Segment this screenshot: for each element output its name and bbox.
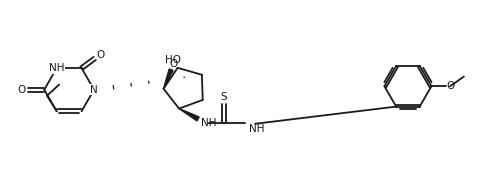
Polygon shape xyxy=(179,108,199,121)
Text: NH: NH xyxy=(49,63,64,73)
Text: HO: HO xyxy=(165,55,181,65)
Text: O: O xyxy=(17,85,26,95)
Text: NH: NH xyxy=(201,118,216,128)
Text: N: N xyxy=(90,85,98,95)
Text: O: O xyxy=(446,81,454,91)
Polygon shape xyxy=(164,69,173,89)
Text: NH: NH xyxy=(249,124,264,134)
Text: S: S xyxy=(221,92,227,102)
Text: O: O xyxy=(97,50,105,60)
Text: O: O xyxy=(169,59,178,69)
